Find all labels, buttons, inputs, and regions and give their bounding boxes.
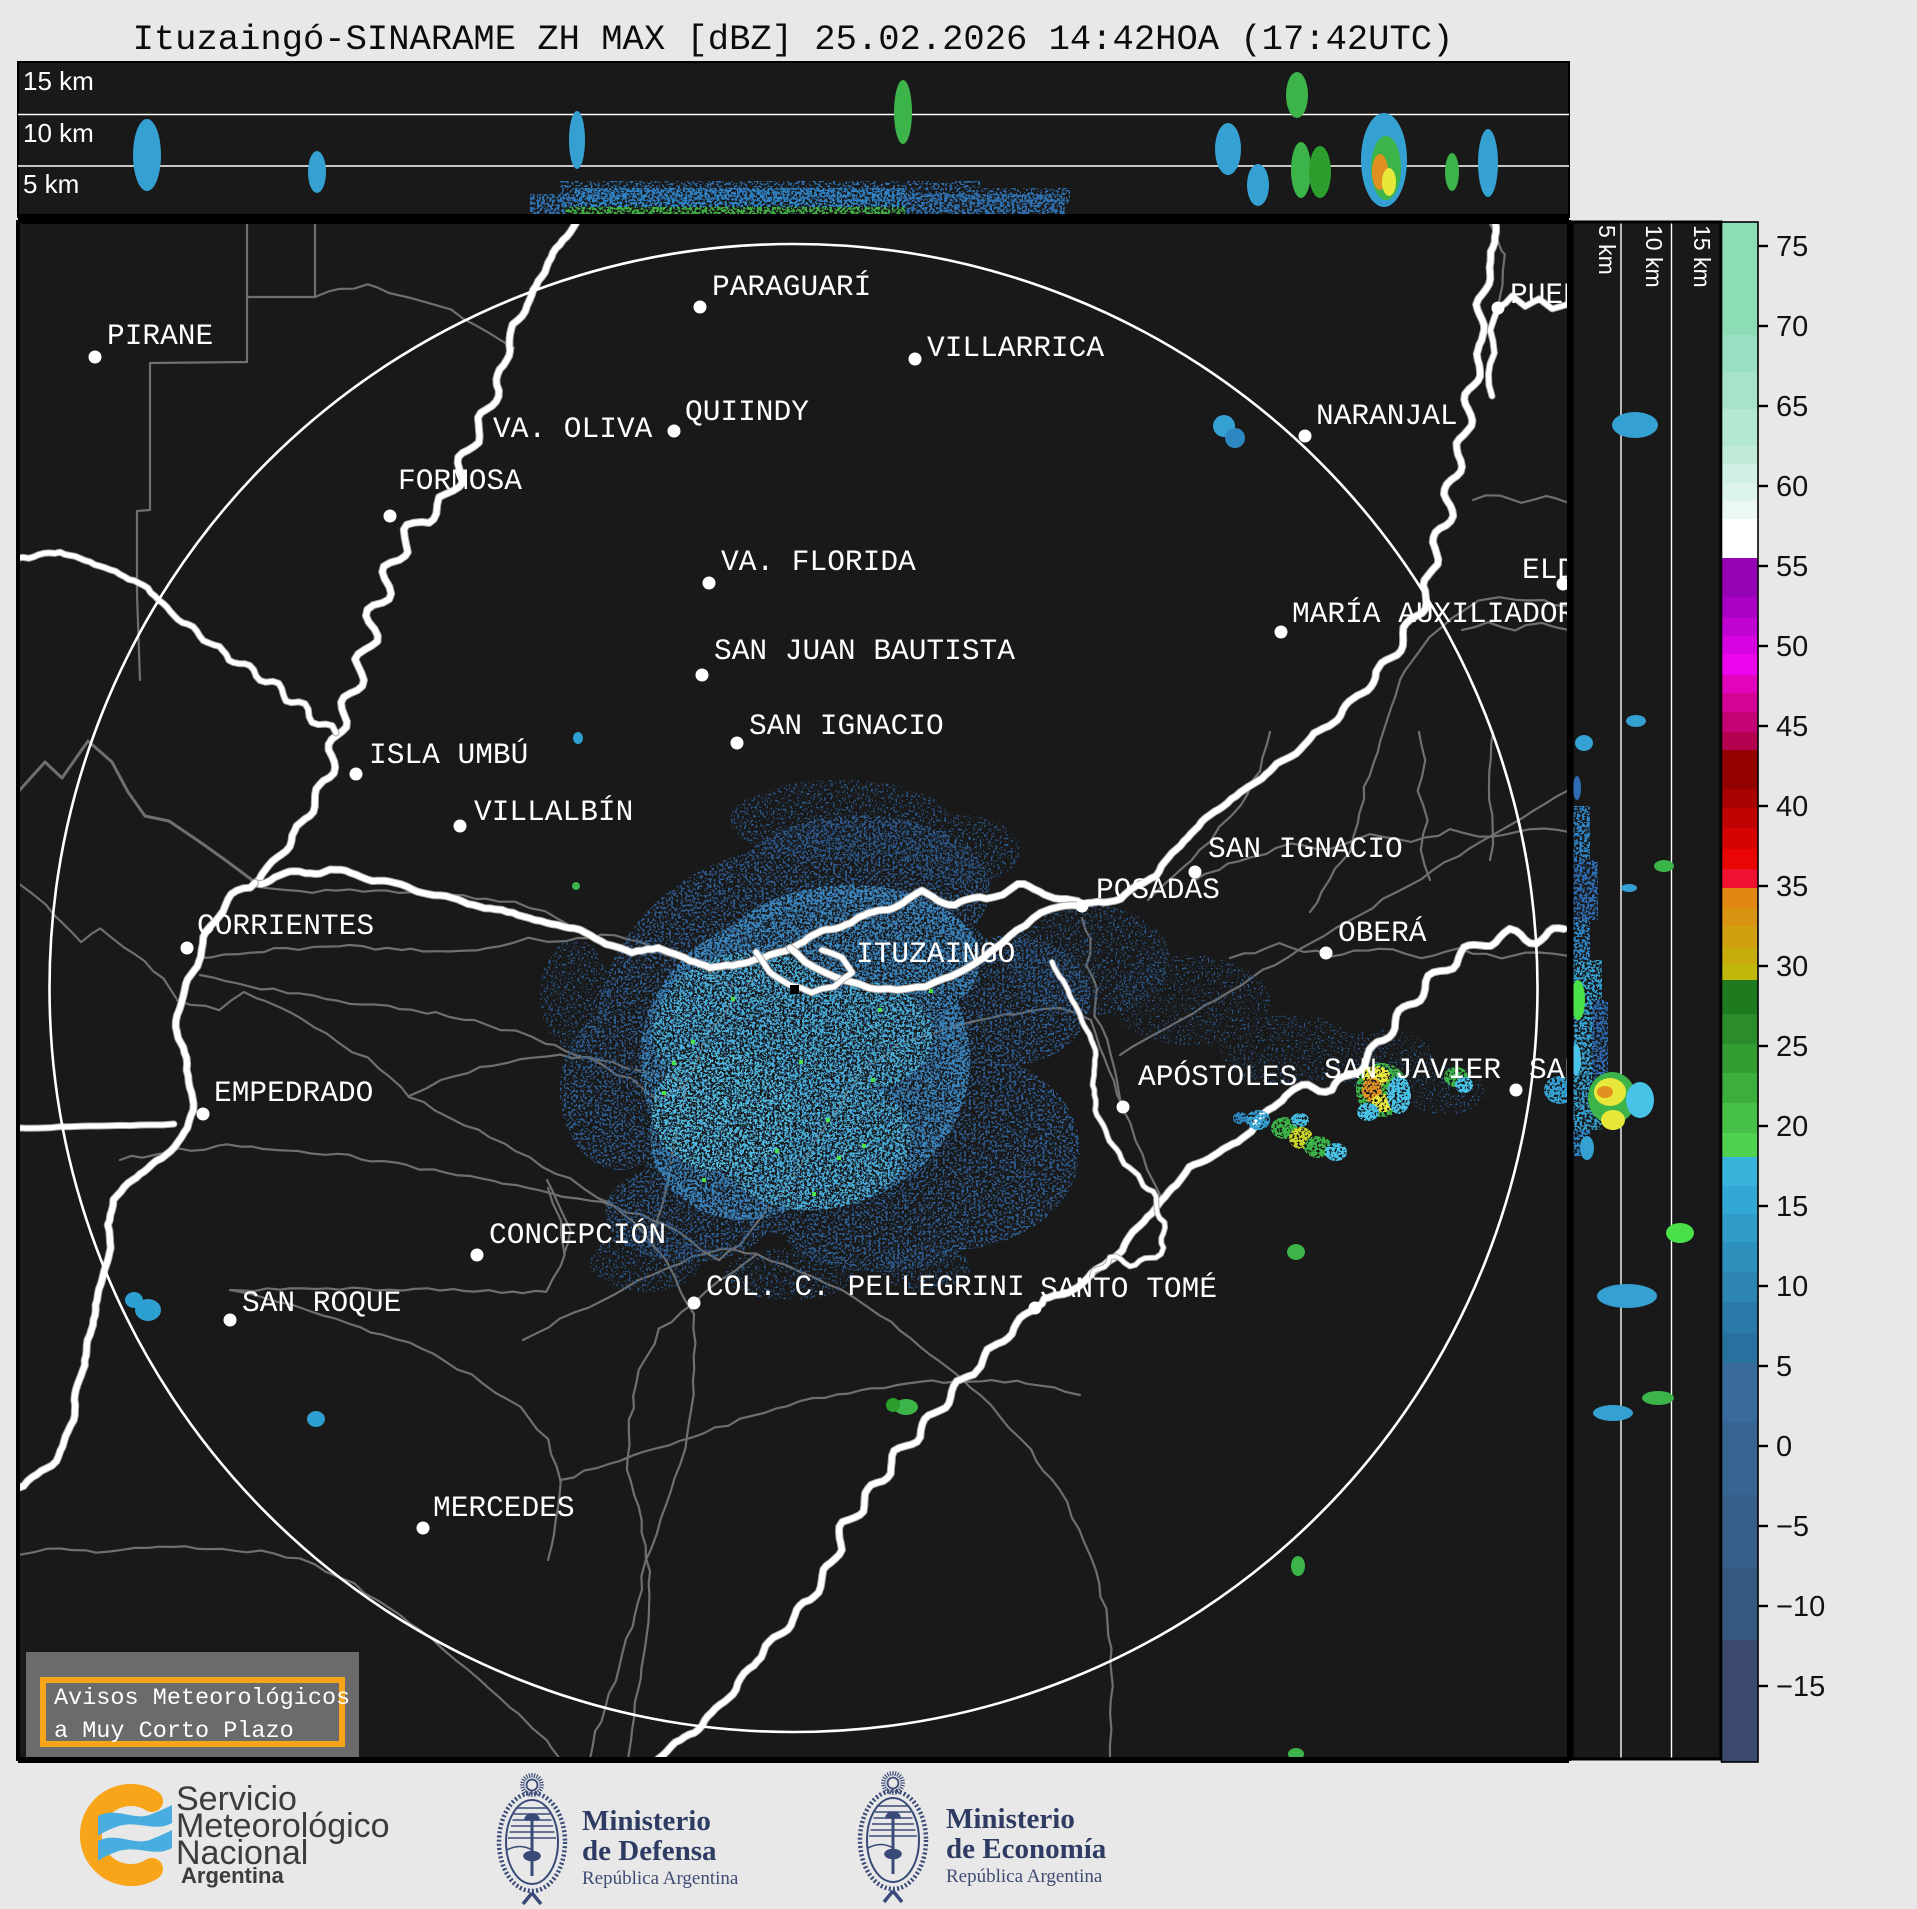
svg-text:Meteorológico: Meteorológico xyxy=(176,1807,390,1845)
svg-text:FORMOSA: FORMOSA xyxy=(398,464,522,498)
svg-text:Argentina: Argentina xyxy=(181,1863,284,1888)
svg-text:PIRANE: PIRANE xyxy=(107,319,213,353)
svg-text:60: 60 xyxy=(1776,471,1808,503)
svg-text:Ministerio: Ministerio xyxy=(946,1803,1075,1835)
svg-text:25: 25 xyxy=(1776,1031,1808,1063)
svg-text:VA. FLORIDA: VA. FLORIDA xyxy=(721,545,916,579)
svg-text:EMPEDRADO: EMPEDRADO xyxy=(214,1076,373,1110)
svg-text:VILLALBÍN: VILLALBÍN xyxy=(474,795,633,829)
svg-text:15 km: 15 km xyxy=(1689,225,1715,288)
svg-text:PARAGUARÍ: PARAGUARÍ xyxy=(712,270,871,304)
svg-text:15: 15 xyxy=(1776,1191,1808,1223)
svg-text:SAN ROQUE: SAN ROQUE xyxy=(242,1286,401,1320)
svg-text:NARANJAL: NARANJAL xyxy=(1316,399,1458,433)
svg-text:SAN JUAN BAUTISTA: SAN JUAN BAUTISTA xyxy=(714,634,1015,668)
svg-text:35: 35 xyxy=(1776,871,1808,903)
svg-text:50: 50 xyxy=(1776,631,1808,663)
svg-text:40: 40 xyxy=(1776,791,1808,823)
svg-text:APÓSTOLES: APÓSTOLES xyxy=(1138,1060,1297,1094)
svg-text:−5: −5 xyxy=(1776,1511,1809,1543)
svg-text:VILLARRICA: VILLARRICA xyxy=(927,331,1104,365)
svg-text:Servicio: Servicio xyxy=(176,1780,297,1818)
svg-text:Ituzaingó-SINARAME ZH MAX [dBZ: Ituzaingó-SINARAME ZH MAX [dBZ] 25.02.20… xyxy=(133,19,1454,60)
svg-text:5 km: 5 km xyxy=(1594,225,1620,275)
svg-text:45: 45 xyxy=(1776,711,1808,743)
svg-text:10: 10 xyxy=(1776,1271,1808,1303)
svg-text:0: 0 xyxy=(1776,1431,1792,1463)
svg-text:OBERÁ: OBERÁ xyxy=(1338,916,1427,950)
svg-text:Ministerio: Ministerio xyxy=(582,1805,711,1837)
svg-text:COL. C. PELLEGRINI: COL. C. PELLEGRINI xyxy=(706,1270,1025,1304)
svg-text:QUIINDY: QUIINDY xyxy=(685,395,809,429)
svg-text:de Defensa: de Defensa xyxy=(582,1835,717,1867)
svg-text:República Argentina: República Argentina xyxy=(946,1866,1103,1887)
svg-text:Nacional: Nacional xyxy=(176,1834,308,1872)
svg-text:SAN JAVIER: SAN JAVIER xyxy=(1324,1053,1501,1087)
svg-text:10 km: 10 km xyxy=(1641,225,1667,288)
svg-text:30: 30 xyxy=(1776,951,1808,983)
svg-text:SANTO TOMÉ: SANTO TOMÉ xyxy=(1040,1272,1217,1306)
svg-text:de Economía: de Economía xyxy=(946,1833,1107,1865)
svg-text:POSADAS: POSADAS xyxy=(1096,873,1220,907)
svg-text:República Argentina: República Argentina xyxy=(582,1868,739,1889)
svg-text:75: 75 xyxy=(1776,231,1808,263)
svg-text:VA. OLIVA: VA. OLIVA xyxy=(493,412,653,446)
svg-text:5: 5 xyxy=(1776,1351,1792,1383)
svg-text:55: 55 xyxy=(1776,551,1808,583)
svg-text:ELDORADO: ELDORADO xyxy=(1522,553,1664,587)
svg-text:70: 70 xyxy=(1776,311,1808,343)
svg-text:−15: −15 xyxy=(1776,1671,1825,1703)
svg-text:15 km: 15 km xyxy=(23,66,94,96)
svg-text:SANTA: SANTA xyxy=(1529,1053,1618,1087)
svg-text:65: 65 xyxy=(1776,391,1808,423)
svg-text:CORRIENTES: CORRIENTES xyxy=(197,909,374,943)
svg-text:10 km: 10 km xyxy=(23,118,94,148)
svg-text:Avisos Meteorológicos: Avisos Meteorológicos xyxy=(54,1685,350,1712)
svg-text:SAN IGNACIO: SAN IGNACIO xyxy=(749,709,944,743)
svg-text:CONCEPCIÓN: CONCEPCIÓN xyxy=(489,1218,666,1252)
svg-text:5 km: 5 km xyxy=(23,169,79,199)
svg-text:ITUZAINGÓ: ITUZAINGÓ xyxy=(856,937,1015,971)
svg-text:MERCEDES: MERCEDES xyxy=(433,1491,575,1525)
svg-text:SAN IGNACIO: SAN IGNACIO xyxy=(1208,832,1403,866)
svg-text:−10: −10 xyxy=(1776,1591,1825,1623)
svg-text:MARÍA AUXILIADORA: MARÍA AUXILIADORA xyxy=(1292,597,1593,631)
svg-text:20: 20 xyxy=(1776,1111,1808,1143)
svg-text:a Muy Corto Plazo: a Muy Corto Plazo xyxy=(54,1718,294,1745)
svg-text:ISLA UMBÚ: ISLA UMBÚ xyxy=(369,738,528,772)
svg-text:PUERTO RICO: PUERTO RICO xyxy=(1510,278,1705,312)
